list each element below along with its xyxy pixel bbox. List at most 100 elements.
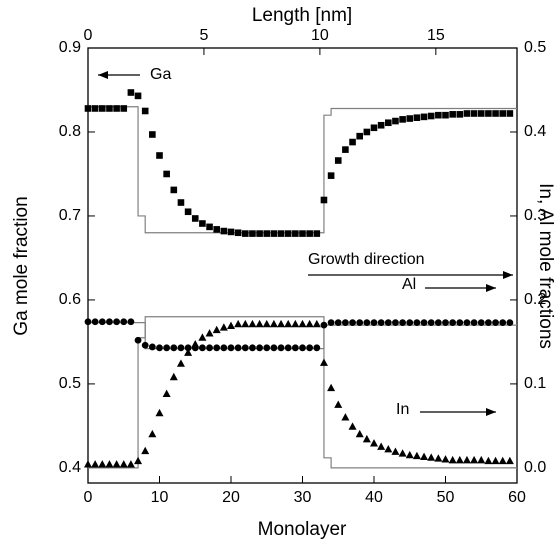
data-point xyxy=(492,110,499,117)
data-point xyxy=(98,318,106,326)
data-point xyxy=(399,116,406,123)
data-point xyxy=(198,333,207,341)
data-point xyxy=(298,319,307,328)
data-point xyxy=(156,344,163,352)
data-point xyxy=(284,319,293,328)
data-point xyxy=(405,450,414,459)
data-point xyxy=(113,105,120,112)
data-point xyxy=(370,439,378,447)
data-point xyxy=(492,319,499,327)
data-point xyxy=(385,119,392,127)
data-point xyxy=(463,110,471,117)
data-point xyxy=(127,89,135,96)
x-tick-label: 50 xyxy=(437,489,455,506)
data-point xyxy=(506,110,514,117)
data-point xyxy=(384,319,392,327)
data-point xyxy=(84,460,92,468)
data-point xyxy=(199,344,206,352)
data-point xyxy=(213,344,221,352)
data-point xyxy=(241,344,249,352)
x-tick-label: 40 xyxy=(365,489,383,506)
data-point xyxy=(99,105,106,112)
data-point xyxy=(177,199,185,206)
data-point xyxy=(306,344,314,352)
data-point xyxy=(392,117,399,125)
y2-tick-label: 0.4 xyxy=(524,123,546,140)
data-point xyxy=(485,110,492,117)
data-point xyxy=(306,230,313,237)
y2-axis-title: In, Al mole fractions xyxy=(535,183,556,349)
data-point xyxy=(470,319,478,327)
data-point xyxy=(277,319,286,328)
data-point xyxy=(205,329,214,337)
data-point xyxy=(470,110,478,117)
data-point xyxy=(370,124,378,132)
y2-tick-label: 0.3 xyxy=(524,207,546,224)
data-point xyxy=(84,318,92,326)
data-point xyxy=(434,454,443,462)
annotation: Growth direction xyxy=(308,251,425,268)
data-point xyxy=(506,319,514,327)
data-point xyxy=(498,456,507,465)
data-point xyxy=(456,319,464,327)
y-tick-label: 0.4 xyxy=(59,459,81,476)
data-point xyxy=(342,319,349,327)
data-point xyxy=(377,442,386,450)
data-point xyxy=(241,319,250,328)
data-point xyxy=(292,230,299,237)
x2-tick-label: 15 xyxy=(427,27,445,44)
data-point xyxy=(277,230,285,237)
data-point xyxy=(463,319,471,327)
data-point xyxy=(413,114,421,122)
y-tick-label: 0.8 xyxy=(59,123,81,140)
data-point xyxy=(176,359,185,367)
x2-tick-label: 5 xyxy=(199,27,208,44)
nominal-profile xyxy=(88,106,517,234)
x-axis-title: Monolayer xyxy=(258,519,347,540)
data-point xyxy=(313,344,321,352)
data-point xyxy=(184,208,192,216)
data-point xyxy=(242,230,249,237)
data-point xyxy=(148,343,156,351)
data-point xyxy=(484,456,493,465)
data-point xyxy=(206,223,213,231)
y2-tick-label: 0.1 xyxy=(524,375,546,392)
data-point xyxy=(477,110,485,117)
data-point xyxy=(449,111,456,118)
data-point xyxy=(249,344,256,352)
data-point xyxy=(305,319,314,328)
data-point xyxy=(349,138,356,146)
data-point xyxy=(427,453,436,461)
data-point xyxy=(199,220,206,227)
data-point xyxy=(412,451,421,460)
data-point xyxy=(263,344,271,352)
data-point xyxy=(249,230,256,237)
data-point xyxy=(177,344,185,352)
data-point xyxy=(491,456,500,465)
data-point xyxy=(455,455,464,464)
data-point xyxy=(106,105,113,112)
data-point xyxy=(227,321,235,329)
y2-tick-label: 0.0 xyxy=(524,459,546,476)
data-point xyxy=(470,455,479,464)
top-axis-title: Length [nm] xyxy=(252,5,352,26)
data-point xyxy=(141,341,149,349)
data-point xyxy=(84,105,92,112)
data-point xyxy=(449,319,457,327)
data-point xyxy=(391,447,400,455)
data-point xyxy=(398,449,407,457)
data-point xyxy=(163,170,170,178)
data-point xyxy=(320,321,328,329)
data-point xyxy=(334,400,343,408)
data-point xyxy=(291,344,299,352)
data-point xyxy=(420,113,428,121)
data-point xyxy=(220,227,228,235)
data-point xyxy=(155,408,164,417)
data-point xyxy=(456,111,464,118)
data-point xyxy=(270,230,278,237)
data-point xyxy=(91,105,99,112)
data-point xyxy=(499,319,507,327)
data-point xyxy=(356,319,364,327)
data-point xyxy=(163,344,171,352)
